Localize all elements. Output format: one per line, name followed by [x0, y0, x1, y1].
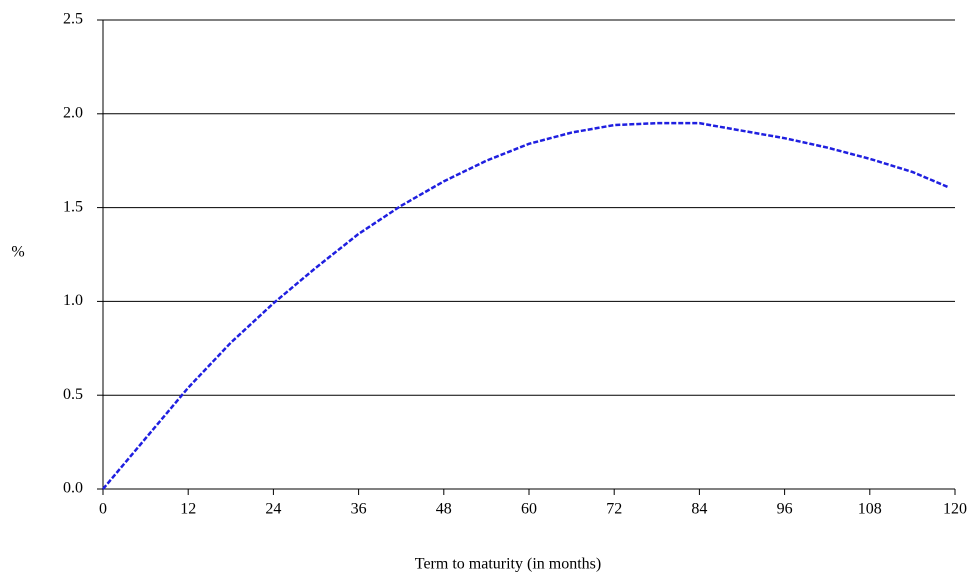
- y-tick-label: 2.5: [63, 11, 83, 28]
- y-tick-label: 1.5: [63, 198, 83, 215]
- x-tick-label: 84: [691, 501, 707, 518]
- x-tick-label: 120: [943, 501, 967, 518]
- x-tick-label: 0: [99, 501, 107, 518]
- x-tick-label: 108: [858, 501, 882, 518]
- x-tick-label: 72: [606, 501, 622, 518]
- x-tick-label: 24: [265, 501, 281, 518]
- x-tick-label: 36: [351, 501, 367, 518]
- x-tick-label: 48: [436, 501, 452, 518]
- y-axis-label: %: [11, 244, 24, 261]
- y-tick-label: 2.0: [63, 104, 83, 121]
- x-axis-label: Term to maturity (in months): [415, 556, 601, 573]
- x-tick-label: 96: [777, 501, 793, 518]
- y-tick-label: 0.5: [63, 386, 83, 403]
- x-tick-label: 60: [521, 501, 537, 518]
- y-tick-label: 1.0: [63, 292, 83, 309]
- y-tick-label: 0.0: [63, 480, 83, 497]
- data-line: [102, 121, 949, 490]
- x-tick-label: 12: [180, 501, 196, 518]
